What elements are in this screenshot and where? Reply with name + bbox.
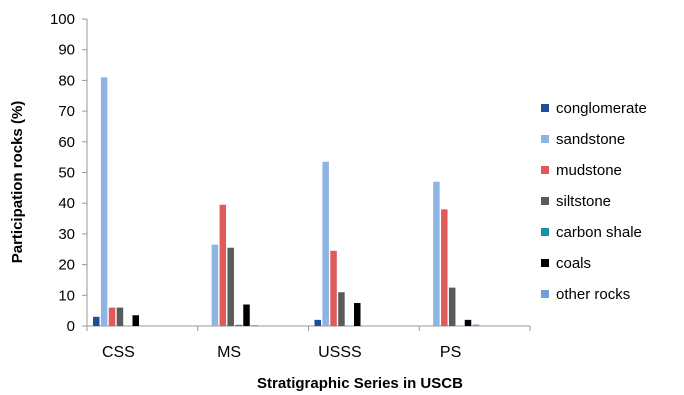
bar-coals-ps [464, 319, 472, 326]
x-axis-categories: CSS MS USSS PS [86, 326, 531, 361]
bar-coals-ms [243, 304, 250, 326]
bar-mudstone-ps [441, 209, 448, 326]
y-axis-title: Participation rocks (%) [9, 101, 26, 264]
y-tick-label: 50 [58, 165, 75, 182]
bar-siltstone-usss [338, 292, 345, 326]
y-axis-ticks: 0 10 20 30 40 50 60 70 80 90 100 [50, 11, 87, 335]
bar-mudstone-usss [330, 250, 337, 326]
y-tick-label: 100 [50, 11, 75, 28]
bar-carbon-shale-ms [235, 324, 242, 326]
bar-sandstone-usss [322, 161, 329, 326]
legend-swatch [541, 197, 549, 205]
y-tick-label: 60 [58, 134, 75, 151]
legend-swatch [541, 135, 549, 143]
y-tick-label: 70 [58, 103, 75, 120]
legend-label: sandstone [556, 131, 625, 148]
bar-sandstone-ps [433, 181, 440, 326]
bar-sandstone-ms [211, 244, 219, 326]
bar-siltstone-css [116, 307, 124, 326]
y-tick-label: 30 [58, 226, 75, 243]
bar-coals-css [132, 315, 139, 326]
legend-label: conglomerate [556, 100, 647, 117]
legend-swatch [541, 290, 549, 298]
legend-label: carbon shale [556, 224, 642, 241]
x-category-label: MS [217, 344, 241, 361]
bar-other-rocks-ps [472, 324, 480, 326]
x-category-label: USSS [318, 344, 362, 361]
bar-mudstone-css [108, 307, 116, 326]
x-category-label: CSS [102, 344, 135, 361]
y-tick-label: 40 [58, 195, 75, 212]
chart-axes [86, 19, 530, 327]
legend-label: mudstone [556, 162, 622, 179]
legend-label: other rocks [556, 286, 630, 303]
bar-sandstone-css [100, 77, 108, 326]
y-tick-label: 80 [58, 72, 75, 89]
bar-conglomerate-usss [314, 319, 321, 326]
bar-siltstone-ps [448, 287, 456, 327]
chart-bars [93, 77, 480, 327]
y-tick-label: 90 [58, 42, 75, 59]
y-tick-label: 10 [58, 287, 75, 304]
x-category-label: PS [440, 344, 461, 361]
legend-swatch [541, 166, 549, 174]
chart-legend: conglomerate sandstone mudstone siltstone ca… [541, 100, 647, 303]
y-tick-label: 20 [58, 257, 75, 274]
x-axis-title: Stratigraphic Series in USCB [257, 375, 463, 392]
legend-swatch [541, 259, 549, 267]
bar-mudstone-ms [219, 204, 227, 326]
bar-coals-usss [354, 302, 361, 326]
legend-label: coals [556, 255, 591, 272]
legend-label: siltstone [556, 193, 611, 210]
bar-conglomerate-css [93, 316, 100, 326]
bar-siltstone-ms [227, 247, 234, 326]
bar-other-rocks-ms [251, 325, 258, 326]
y-tick-label: 0 [67, 318, 75, 335]
legend-swatch [541, 104, 549, 112]
legend-swatch [541, 228, 549, 236]
